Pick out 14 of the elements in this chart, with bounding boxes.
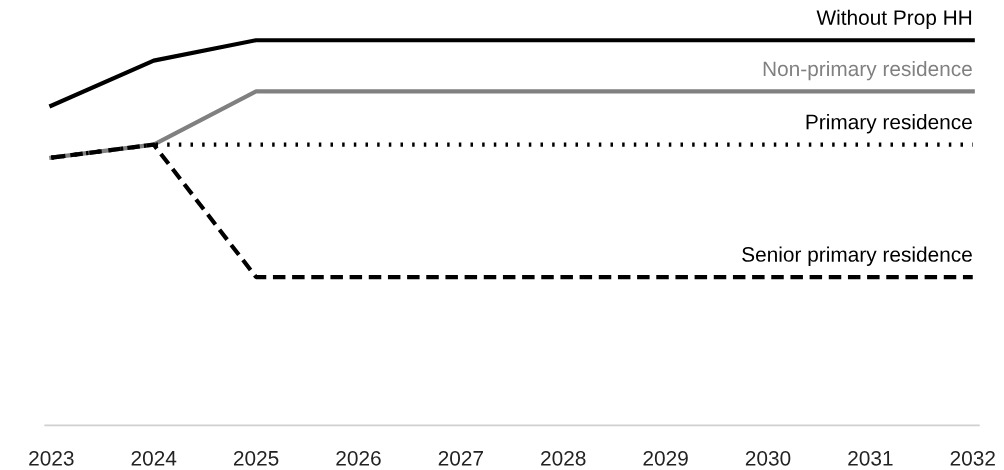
x-tick-label: 2023: [29, 450, 74, 466]
series-label: Senior primary residence: [742, 246, 972, 266]
x-tick-label: 2029: [643, 450, 688, 466]
x-tick-label: 2025: [233, 450, 279, 466]
x-tick-label: 2030: [745, 450, 791, 466]
x-tick-label: 2032: [950, 450, 995, 466]
x-tick-label: 2024: [131, 450, 177, 466]
x-tick-label: 2026: [336, 450, 381, 466]
x-tick-label: 2028: [541, 450, 586, 466]
x-tick-label: 2031: [848, 450, 893, 466]
x-tick-label: 2027: [438, 450, 483, 466]
series-label: Primary residence: [806, 114, 972, 134]
series-label: Without Prop HH: [816, 9, 972, 30]
series-label: Non-primary residence: [763, 60, 972, 81]
